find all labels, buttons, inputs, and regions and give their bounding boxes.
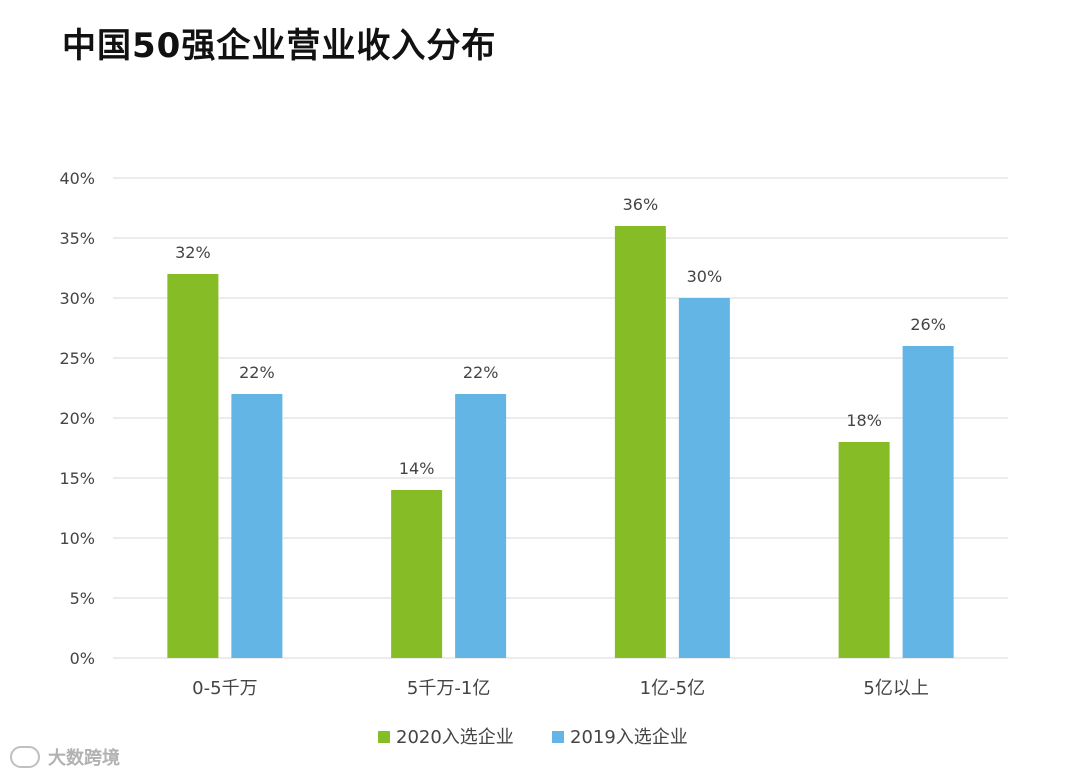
- y-tick-label: 15%: [59, 469, 95, 488]
- data-label: 18%: [846, 411, 882, 430]
- x-tick-label: 5千万-1亿: [407, 678, 490, 699]
- y-tick-label: 0%: [70, 649, 95, 668]
- data-label: 22%: [463, 363, 499, 382]
- bar-2020: [614, 226, 666, 658]
- y-tick-label: 25%: [59, 349, 95, 368]
- y-tick-label: 5%: [70, 589, 95, 608]
- bar-2020: [167, 274, 219, 658]
- bar-2019: [902, 346, 954, 658]
- data-label: 36%: [623, 195, 659, 214]
- x-tick-label: 1亿-5亿: [640, 678, 705, 699]
- watermark-logo-icon: [10, 746, 40, 768]
- x-tick-label: 5亿以上: [863, 678, 928, 699]
- data-label: 30%: [687, 267, 723, 286]
- y-tick-label: 40%: [59, 169, 95, 188]
- data-label: 32%: [175, 243, 211, 262]
- bar-2019: [678, 298, 730, 658]
- y-tick-label: 10%: [59, 529, 95, 548]
- bar-2020: [838, 442, 890, 658]
- legend-swatch-2019: [552, 731, 564, 743]
- data-label: 22%: [239, 363, 275, 382]
- bar-2019: [455, 394, 507, 658]
- watermark: 大数跨境: [10, 744, 120, 770]
- y-tick-label: 30%: [59, 289, 95, 308]
- legend-swatch-2020: [378, 731, 390, 743]
- watermark-text: 大数跨境: [48, 748, 120, 769]
- bar-2019: [231, 394, 283, 658]
- legend-label: 2020入选企业: [396, 727, 514, 748]
- data-label: 26%: [910, 315, 946, 334]
- x-tick-label: 0-5千万: [192, 678, 257, 699]
- y-tick-label: 35%: [59, 229, 95, 248]
- legend-label: 2019入选企业: [570, 727, 688, 748]
- y-tick-label: 20%: [59, 409, 95, 428]
- chart-title: 中国50强企业营业收入分布: [62, 26, 497, 66]
- data-label: 14%: [399, 459, 435, 478]
- bar-2020: [391, 490, 443, 658]
